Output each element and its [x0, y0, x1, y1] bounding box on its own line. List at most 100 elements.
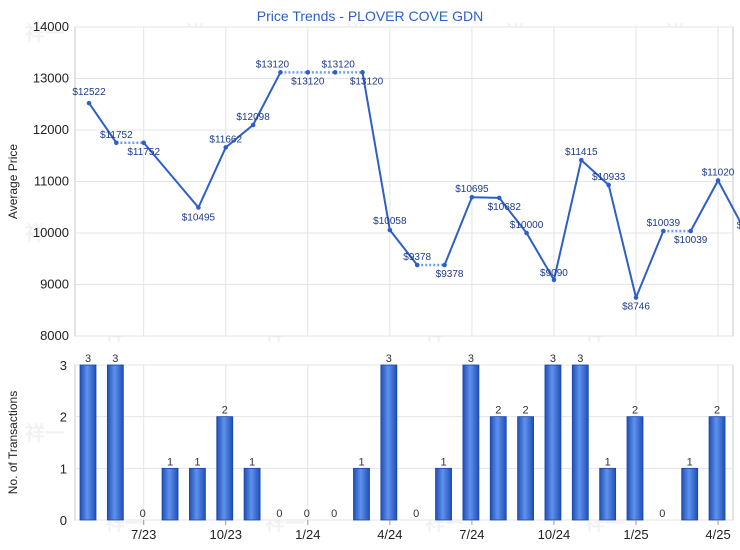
bar-data-label: 2: [222, 405, 228, 417]
price-point: [387, 227, 393, 233]
x-tick-label: 10/24: [538, 527, 571, 542]
price-point: [223, 145, 229, 150]
price-point: [141, 140, 146, 146]
price-point: [688, 228, 693, 234]
transaction-bar: [517, 416, 534, 521]
price-point: [579, 157, 584, 163]
price-data-label: $10029: [737, 221, 740, 232]
bar-data-label: 3: [85, 353, 91, 365]
transaction-bar: [353, 467, 370, 521]
bar-data-label: 3: [468, 353, 474, 365]
transaction-bar: [599, 467, 617, 521]
x-tick-label: 7/24: [459, 527, 484, 542]
bar-data-label: 0: [140, 508, 146, 520]
price-data-label: $11020: [702, 167, 735, 178]
y-tick-label: 8000: [40, 328, 69, 343]
price-data-label: $9378: [403, 252, 431, 263]
y-axis-label: No. of Transactions: [6, 391, 20, 494]
transaction-bar: [681, 467, 699, 521]
price-data-label: $12522: [72, 87, 106, 98]
price-point: [606, 182, 611, 188]
price-line-segment: [580, 159, 610, 186]
price-data-label: $10058: [373, 216, 407, 227]
bar-data-label: 0: [276, 508, 282, 520]
price-line-segment: [635, 230, 665, 298]
price-data-label: $9090: [540, 268, 568, 279]
bar-data-label: 2: [714, 405, 720, 417]
price-data-label: $11752: [100, 130, 133, 141]
price-data-label: $8746: [622, 302, 650, 313]
y-tick-label: 1: [60, 461, 67, 476]
bar-data-label: 0: [413, 508, 419, 520]
bar-data-label: 1: [605, 456, 611, 468]
x-tick-label: 1/25: [623, 527, 648, 542]
price-data-label: $10039: [674, 235, 708, 246]
price-data-label: $12098: [236, 112, 270, 123]
price-data-label: $13120: [350, 76, 384, 87]
y-tick-label: 12000: [33, 122, 69, 137]
plot-area: [74, 364, 734, 521]
price-data-label: $10682: [488, 202, 522, 213]
transaction-bar: [79, 364, 97, 521]
price-line-segment: [552, 159, 583, 281]
x-tick-label: 7/23: [131, 527, 156, 542]
price-point: [332, 70, 338, 75]
price-data-label: $13120: [321, 59, 355, 70]
price-point: [524, 230, 529, 236]
bar-data-label: 1: [687, 456, 693, 468]
price-point: [114, 140, 119, 146]
price-point: [469, 194, 475, 200]
y-tick-label: 14000: [33, 19, 69, 34]
price-line-segment: [142, 142, 200, 209]
bar-data-label: 1: [167, 456, 173, 468]
price-line-segment: [197, 146, 227, 208]
bar-data-label: 1: [249, 456, 255, 468]
price-line-segment: [607, 184, 637, 298]
chart-title: Price Trends - PLOVER COVE GDN: [257, 8, 483, 24]
transaction-bar: [161, 467, 179, 521]
price-line-segment: [525, 232, 555, 281]
bar-data-label: 1: [440, 456, 446, 468]
price-data-label: $11662: [209, 134, 242, 145]
price-data-label: $10933: [592, 172, 626, 183]
price-point: [360, 70, 365, 75]
price-line-segment: [88, 102, 118, 144]
price-point: [278, 70, 283, 75]
price-line-segment: [361, 72, 391, 231]
watermark-text: 祥一: [25, 21, 65, 45]
price-point: [250, 122, 256, 128]
price-point: [305, 70, 311, 75]
bar-data-label: 0: [331, 508, 337, 520]
x-tick-label: 4/25: [705, 527, 730, 542]
price-line-segment: [443, 196, 473, 266]
y-tick-label: 13000: [33, 71, 69, 86]
y-tick-label: 0: [60, 513, 67, 528]
bar-data-label: 2: [523, 405, 529, 417]
y-tick-label: 9000: [40, 277, 69, 292]
transaction-bar: [708, 416, 726, 521]
price-point: [414, 262, 420, 268]
bar-data-label: 3: [550, 353, 556, 365]
bar-data-label: 2: [495, 405, 501, 417]
watermark-text: 祥一: [25, 421, 65, 445]
bar-data-label: 1: [358, 456, 364, 468]
bar-data-label: 3: [577, 353, 583, 365]
y-tick-label: 3: [60, 358, 67, 373]
y-tick-label: 10000: [33, 225, 69, 240]
price-data-label: $11752: [127, 147, 160, 158]
price-data-label: $13120: [256, 59, 290, 70]
bar-data-label: 0: [304, 508, 310, 520]
watermark-text: 祥一: [25, 221, 65, 245]
transaction-bar: [106, 364, 124, 521]
price-line-chart: 8000 9000 10000 11000 12000 13000 14000 Average…: [6, 19, 740, 343]
price-point: [442, 262, 447, 268]
transaction-bar: [188, 467, 206, 521]
transactions-bar-chart: 0 1 2 3 No. of Transactions 3 3 0 1 1 2 1 0 0 0 1 3 0 1 3 2 2…: [6, 353, 734, 542]
y-tick-label: 2: [60, 410, 67, 425]
price-point: [633, 295, 639, 300]
transaction-bar: [380, 364, 398, 521]
transaction-bar: [626, 416, 644, 521]
price-point: [551, 277, 557, 283]
transaction-bar: [435, 467, 452, 521]
